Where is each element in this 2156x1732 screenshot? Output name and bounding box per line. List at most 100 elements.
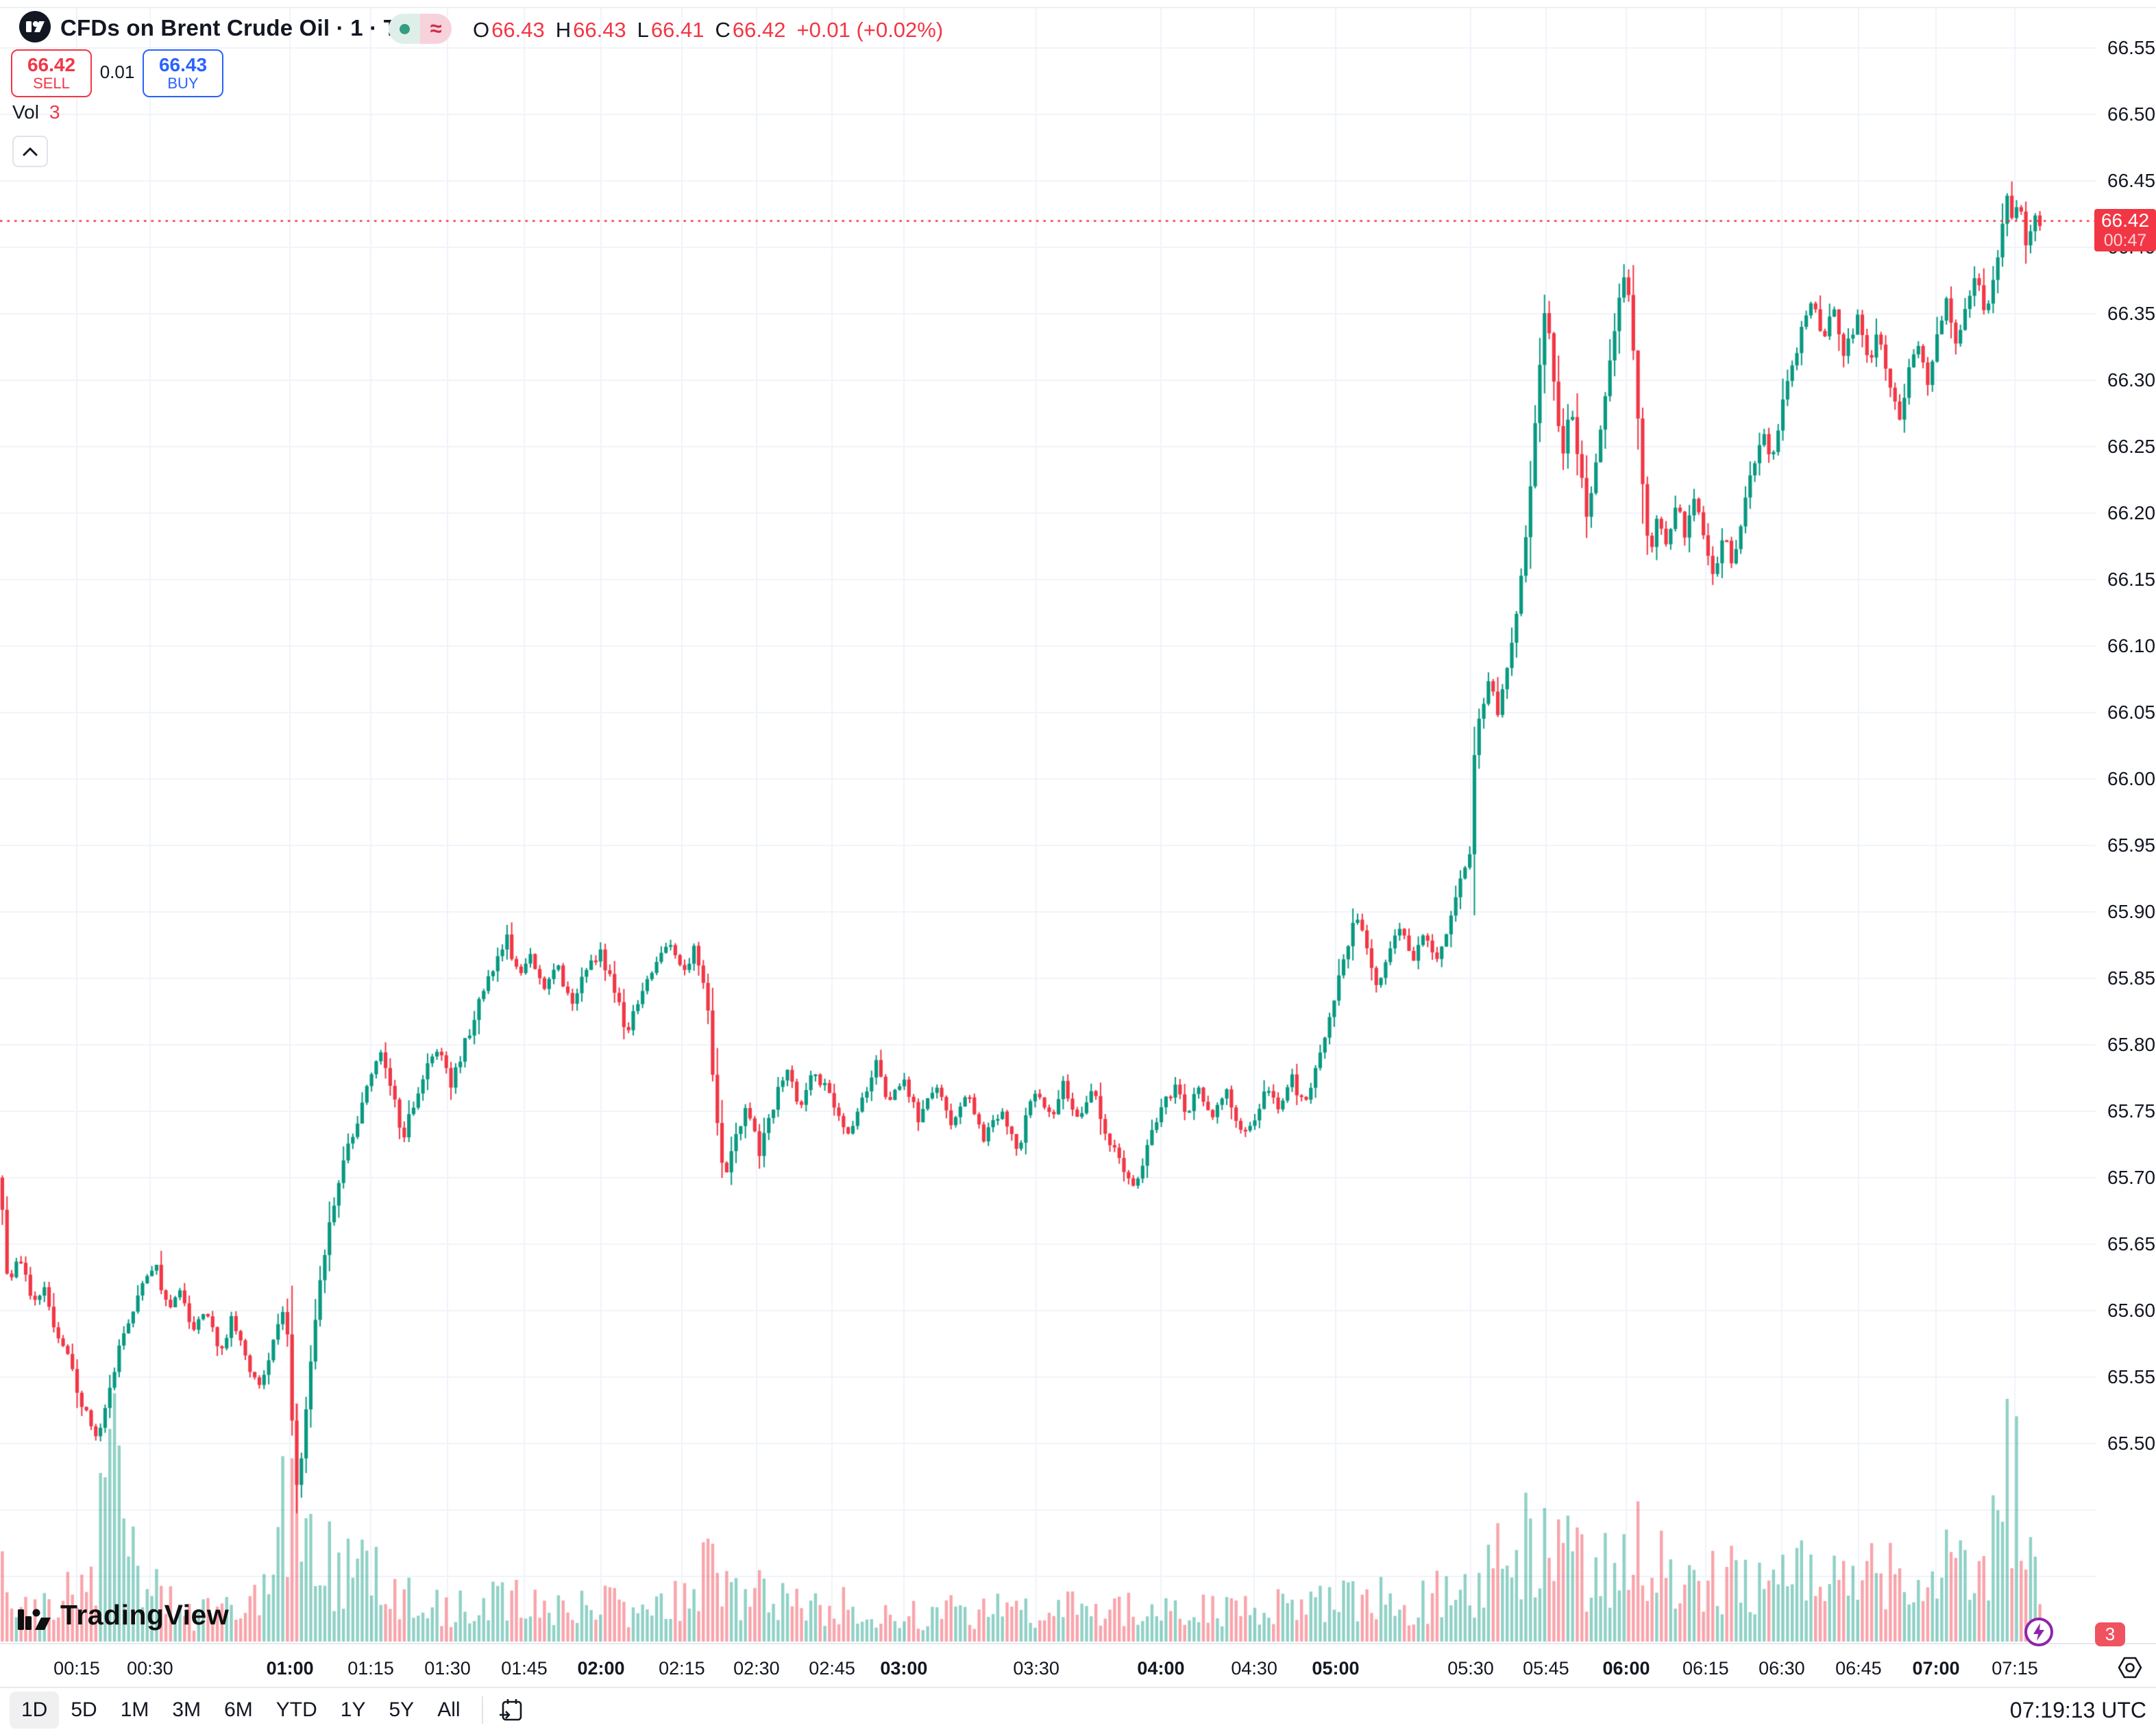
time-tick-label: 06:15 [1682,1658,1729,1679]
price-tick-label: 66.35 [2107,303,2156,324]
high-label: H [555,18,572,42]
time-tick-label: 04:00 [1137,1658,1185,1679]
collapse-legend-button[interactable] [12,136,48,167]
time-tick-label: 01:15 [347,1658,394,1679]
time-tick-label: 05:45 [1523,1658,1569,1679]
range-button-1d[interactable]: 1D [10,1692,60,1729]
price-tick-label: 66.00 [2107,768,2156,789]
change-value: +0.01 (+0.02%) [796,18,944,42]
buy-price: 66.43 [158,54,208,75]
range-button-all[interactable]: All [437,1698,461,1721]
last-price-value: 66.42 [2100,209,2150,231]
ohlc-values-row: O 66.43 H 66.43 L 66.41 C 66.42 +0.01 (+… [473,18,943,42]
time-tick-label: 06:00 [1602,1658,1650,1679]
time-tick-label: 05:00 [1312,1658,1360,1679]
high-value: 66.43 [573,18,626,42]
tradingview-mark-icon [18,1609,51,1630]
price-tick-label: 66.15 [2107,569,2156,590]
price-tick-label: 65.65 [2107,1233,2156,1254]
volume-study-value: 3 [49,101,60,123]
tradingview-logo-icon[interactable] [19,11,51,42]
bar-countdown: 00:47 [2103,230,2147,250]
go-to-date-icon[interactable] [498,1697,524,1723]
open-label: O [473,18,490,42]
price-tick-label: 65.95 [2107,834,2156,856]
sell-price: 66.42 [27,54,76,75]
sell-label: SELL [33,75,70,92]
volume-study-legend: Vol 3 [12,101,60,123]
range-button-5y[interactable]: 5Y [389,1698,415,1721]
time-tick-label: 03:30 [1013,1658,1059,1679]
price-tick-label: 66.45 [2107,170,2156,191]
price-tick-label: 66.30 [2107,369,2156,391]
price-tick-label: 66.10 [2107,635,2156,656]
time-tick-label: 07:00 [1912,1658,1960,1679]
time-tick-label: 06:30 [1759,1658,1805,1679]
chevron-up-icon [23,147,38,156]
time-tick-label: 02:30 [733,1658,780,1679]
close-label: C [715,18,731,42]
price-tick-label: 66.05 [2107,702,2156,723]
price-tick-label: 65.70 [2107,1167,2156,1188]
price-tick-label: 66.50 [2107,103,2156,125]
time-tick-label: 02:45 [809,1658,855,1679]
time-tick-label: 01:00 [266,1658,314,1679]
market-open-badge[interactable] [389,14,420,44]
time-tick-label: 07:15 [1992,1658,2038,1679]
timezone-clock[interactable]: 07:19:13 UTC [2009,1698,2146,1722]
delayed-data-badge[interactable]: ≈ [420,14,452,44]
time-axis-border [0,1643,2156,1644]
range-button-ytd[interactable]: YTD [275,1698,317,1721]
range-button-3m[interactable]: 3M [172,1698,201,1721]
open-value: 66.43 [491,18,545,42]
buy-label: BUY [167,75,199,92]
symbol-title[interactable]: CFDs on Brent Crude Oil · 1 · TVC [60,15,430,40]
sell-button[interactable]: 66.42 SELL [11,49,92,97]
price-tick-label: 65.75 [2107,1100,2156,1122]
price-tick-label: 66.25 [2107,436,2156,457]
time-tick-label: 01:45 [501,1658,548,1679]
last-price-tag: 66.42 00:47 [2094,209,2156,251]
time-tick-label: 05:30 [1447,1658,1494,1679]
eye-hexagon-icon[interactable] [2118,1657,2142,1679]
watermark-text: TradingView [60,1599,230,1631]
buy-button[interactable]: 66.43 BUY [143,49,223,97]
date-range-toolbar: 1D 5D 1M 3M 6M YTD 1Y 5Y All [10,1688,524,1732]
price-tick-label: 66.20 [2107,502,2156,523]
range-button-5d[interactable]: 5D [71,1698,97,1721]
range-button-1y[interactable]: 1Y [340,1698,366,1721]
time-tick-label: 02:00 [577,1658,625,1679]
volume-study-label: Vol [12,101,39,123]
footer-divider [0,1687,2156,1688]
time-tick-label: 00:15 [53,1658,100,1679]
time-tick-label: 00:30 [127,1658,173,1679]
price-tick-label: 65.50 [2107,1433,2156,1454]
delayed-data-icon: ≈ [430,16,442,40]
price-tick-label: 65.80 [2107,1034,2156,1055]
time-tick-label: 06:45 [1835,1658,1882,1679]
market-open-dot-icon [399,23,410,34]
price-tick-label: 65.90 [2107,901,2156,922]
low-label: L [637,18,649,42]
time-tick-label: 03:00 [880,1658,928,1679]
market-status-badges[interactable]: ≈ [389,14,452,44]
time-tick-label: 01:30 [424,1658,471,1679]
time-tick-label: 04:30 [1231,1658,1277,1679]
price-tick-label: 65.55 [2107,1366,2156,1387]
time-tick-label: 02:15 [659,1658,705,1679]
volume-axis-badge: 3 [2095,1622,2125,1646]
range-button-6m[interactable]: 6M [224,1698,253,1721]
top-divider [0,7,2156,8]
tradingview-watermark[interactable]: TradingView [16,1599,229,1631]
spread-value: 0.01 [99,61,135,82]
price-tick-label: 65.85 [2107,967,2156,989]
realtime-lightning-icon[interactable] [2024,1617,2054,1647]
close-value: 66.42 [732,18,786,42]
range-button-1m[interactable]: 1M [120,1698,149,1721]
low-value: 66.41 [650,18,705,42]
toolbar-divider [481,1696,483,1724]
price-tick-label: 66.55 [2107,37,2156,58]
price-tick-label: 65.60 [2107,1300,2156,1321]
